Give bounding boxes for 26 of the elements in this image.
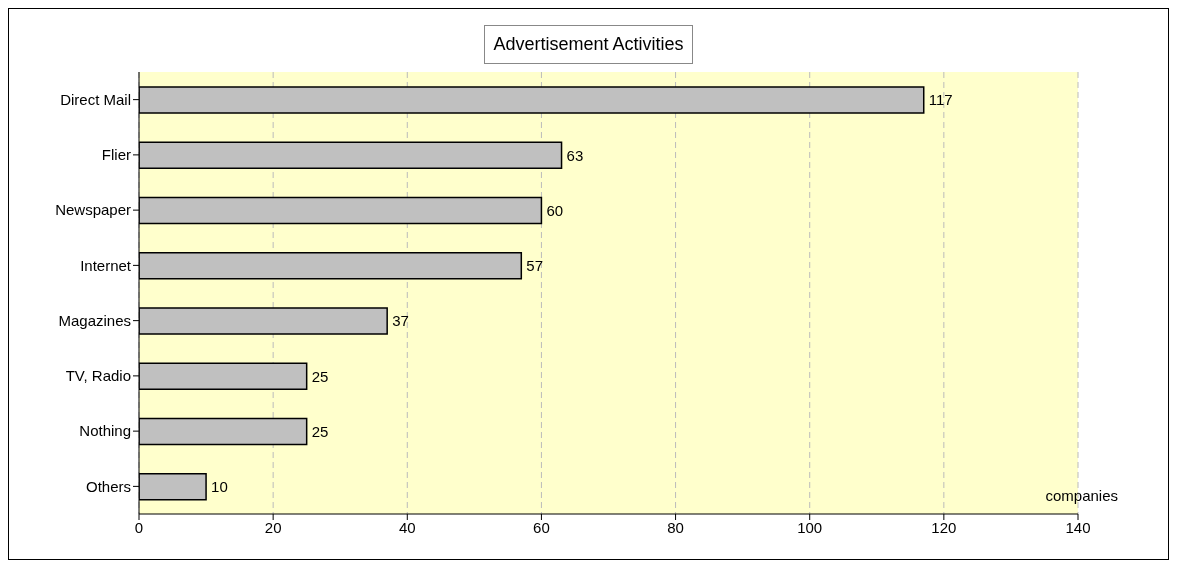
data-label: 10: [211, 478, 228, 496]
y-tick-label: Flier: [101, 146, 131, 164]
y-tick-label: Others: [85, 477, 131, 495]
x-tick-label: 40: [398, 518, 416, 536]
y-tick-label: Newspaper: [55, 201, 131, 219]
x-tick-label: 20: [264, 518, 282, 536]
x-tick-label: 100: [797, 518, 823, 536]
y-tick-label: Direct Mail: [60, 90, 131, 108]
x-tick-label: 140: [1065, 518, 1091, 536]
data-label: 117: [928, 91, 953, 109]
x-tick-label: 60: [533, 518, 550, 536]
data-label: 57: [526, 257, 543, 275]
x-tick-label: 80: [667, 518, 684, 536]
y-tick-label: TV, Radio: [65, 367, 131, 385]
y-tick-label: Nothing: [79, 422, 131, 440]
y-tick-label: Internet: [80, 256, 132, 274]
data-label: 37: [392, 312, 409, 330]
data-label: 63: [566, 146, 584, 164]
y-tick-label: Magazines: [58, 311, 131, 329]
data-label: 25: [311, 367, 329, 385]
data-label: 25: [311, 422, 329, 440]
chart-title: Advertisement Activities: [484, 25, 693, 64]
data-label: 60: [546, 201, 564, 219]
x-tick-label: 120: [931, 518, 957, 536]
x-tick-label: 0: [134, 518, 144, 536]
x-axis-title: companies: [1045, 486, 1118, 504]
